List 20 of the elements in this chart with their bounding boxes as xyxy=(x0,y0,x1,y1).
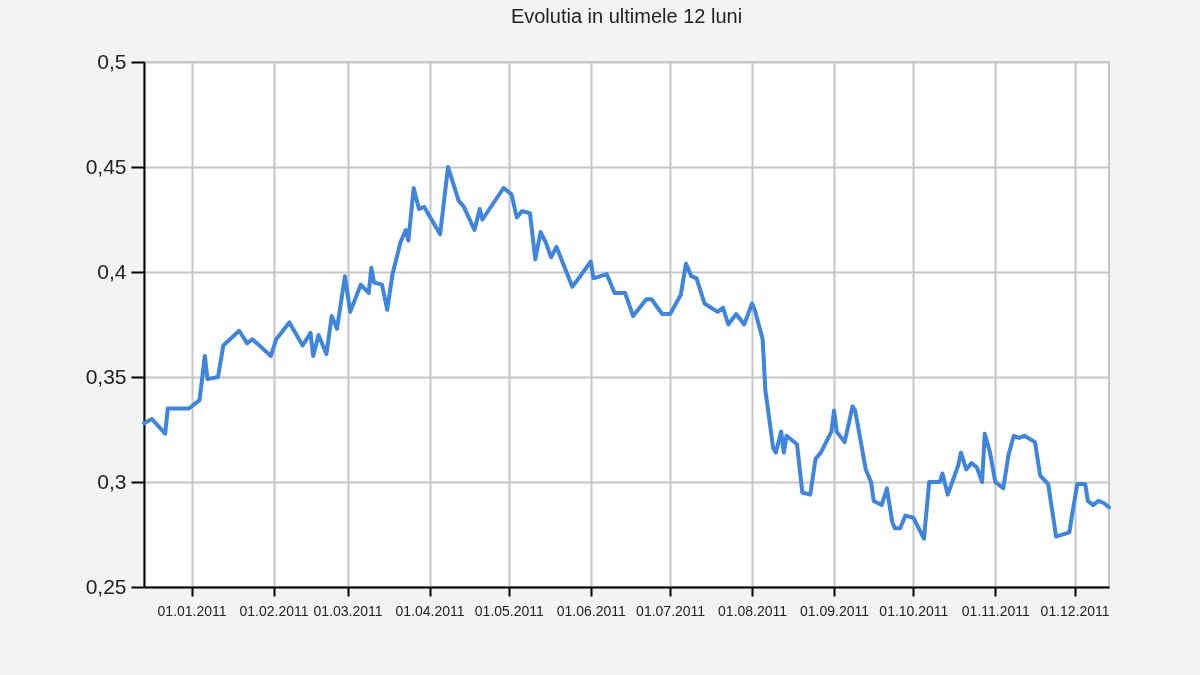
y-tick-label: 0,25 xyxy=(85,574,127,598)
x-tick-label: 01.04.2011 xyxy=(395,602,465,619)
y-tick-label: 0,5 xyxy=(97,49,127,73)
x-tick-label: 01.09.2011 xyxy=(800,602,870,619)
x-tick-label: 01.01.2011 xyxy=(157,602,227,619)
x-tick-label: 01.07.2011 xyxy=(636,602,706,619)
x-tick-label: 01.05.2011 xyxy=(474,602,545,619)
y-tick-label: 0,35 xyxy=(85,364,127,388)
x-tick-label: 01.12.2011 xyxy=(1040,602,1110,619)
chart-title: Evolutia in ultimele 12 luni xyxy=(510,5,743,27)
y-tick-label: 0,3 xyxy=(97,469,127,493)
line-series xyxy=(142,165,1111,541)
y-tick-label: 0,45 xyxy=(85,154,127,178)
x-tick-label: 01.06.2011 xyxy=(556,602,627,619)
x-tick-label: 01.10.2011 xyxy=(879,602,949,619)
y-tick-label: 0,4 xyxy=(97,259,127,283)
x-tick-label: 01.02.2011 xyxy=(239,602,309,619)
x-tick-label: 01.03.2011 xyxy=(313,602,383,619)
x-tick-label: 01.11.2011 xyxy=(961,602,1031,619)
x-tick-label: 01.08.2011 xyxy=(718,602,788,619)
